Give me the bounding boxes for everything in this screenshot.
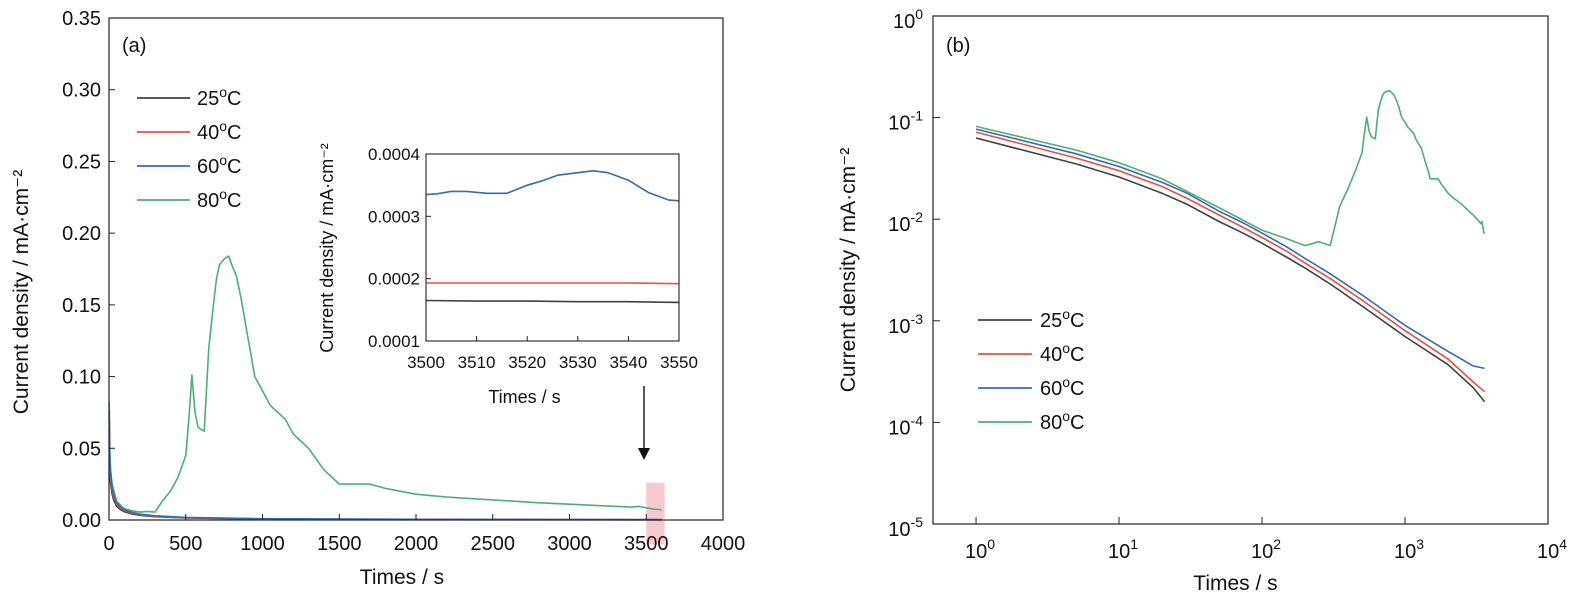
y-tick-label: 0.35 bbox=[62, 8, 101, 30]
x-axis-label: Times / s bbox=[360, 566, 444, 589]
y-tick-label: 10-5 bbox=[888, 514, 923, 541]
legend-label: 60oC bbox=[1040, 374, 1085, 400]
x-tick-label: 1000 bbox=[240, 533, 285, 555]
x-tick-label: 1500 bbox=[317, 533, 362, 555]
inset-y-tick-label: 0.0004 bbox=[368, 145, 420, 164]
log-series-line-0 bbox=[975, 137, 1486, 403]
x-tick-label: 104 bbox=[1537, 536, 1567, 563]
x-tick-label: 2000 bbox=[394, 533, 439, 555]
y-tick-label: 0.00 bbox=[62, 510, 101, 532]
x-tick-label: 0 bbox=[103, 533, 114, 555]
inset-x-tick-label: 3520 bbox=[508, 353, 546, 372]
inset-series-line-1 bbox=[426, 282, 680, 285]
inset-y-tick-label: 0.0003 bbox=[368, 207, 420, 226]
arrow-head bbox=[638, 448, 650, 460]
series-line-0 bbox=[108, 429, 662, 521]
legend-label: 80oC bbox=[197, 186, 242, 212]
y-tick-label: 0.15 bbox=[62, 295, 101, 317]
plot-frame-b bbox=[932, 15, 1549, 525]
x-tick-label: 100 bbox=[965, 536, 995, 563]
x-tick-label: 500 bbox=[169, 533, 202, 555]
legend-label: 40oC bbox=[197, 118, 242, 144]
legend-label: 25oC bbox=[1040, 306, 1085, 332]
inset-series-line-0 bbox=[425, 299, 680, 304]
legend-label: 80oC bbox=[1040, 408, 1085, 434]
inset-background bbox=[426, 154, 679, 341]
y-tick-label: 0.05 bbox=[62, 438, 101, 460]
inset-x-axis-label: Times / s bbox=[488, 387, 560, 407]
x-tick-label: 2500 bbox=[471, 533, 516, 555]
x-axis-label: Times / s bbox=[1193, 572, 1277, 595]
y-tick-label: 10-2 bbox=[888, 209, 923, 236]
y-tick-label: 0.25 bbox=[62, 151, 101, 173]
inset-x-tick-label: 3510 bbox=[458, 353, 496, 372]
panel-label-a: (a) bbox=[122, 35, 146, 57]
y-axis-label: Current density / mA·cm⁻² bbox=[837, 148, 860, 392]
y-axis-label: Current density / mA·cm⁻² bbox=[10, 170, 33, 414]
y-tick-label: 0.10 bbox=[62, 367, 101, 389]
log-series-line-2 bbox=[975, 128, 1485, 370]
x-tick-label: 3000 bbox=[547, 533, 592, 555]
y-tick-label: 0.30 bbox=[62, 80, 101, 102]
x-tick-label: 3500 bbox=[624, 533, 669, 555]
panel-b: 100 101 102 103 104 10-5 10-4 10-3 10-2 10-1 100 Ti… bbox=[837, 6, 1567, 595]
inset-x-tick-label: 3540 bbox=[609, 353, 647, 372]
log-series-line-1 bbox=[975, 131, 1486, 393]
y-tick-label: 10-4 bbox=[888, 412, 923, 439]
highlight-region bbox=[646, 482, 665, 545]
y-tick-label: 0.20 bbox=[62, 223, 101, 245]
inset-chart: 3500 3510 3520 3530 3540 3550 0.0001 0.0002 0.00… bbox=[317, 143, 698, 407]
legend-label: 60oC bbox=[197, 152, 242, 178]
inset-x-tick-label: 3550 bbox=[660, 353, 698, 372]
inset-y-tick-label: 0.0001 bbox=[368, 332, 420, 351]
x-tick-label: 102 bbox=[1251, 536, 1281, 563]
inset-x-tick-label: 3500 bbox=[407, 353, 445, 372]
inset-y-tick-label: 0.0002 bbox=[368, 270, 420, 289]
series-line-3 bbox=[108, 255, 662, 513]
panel-a: 0 500 1000 1500 2000 2500 3000 3500 4000 0.00 0.05… bbox=[10, 8, 745, 589]
series-line-2 bbox=[108, 409, 662, 521]
inset-series-line-2 bbox=[425, 170, 680, 202]
inset-x-tick-label: 3530 bbox=[559, 353, 597, 372]
x-tick-label: 101 bbox=[1108, 536, 1138, 563]
x-tick-label: 4000 bbox=[701, 533, 746, 555]
y-tick-label: 10-1 bbox=[888, 108, 923, 135]
y-tick-label: 100 bbox=[893, 6, 923, 33]
panel-label-b: (b) bbox=[946, 35, 970, 57]
legend-label: 40oC bbox=[1040, 340, 1085, 366]
y-tick-label: 10-3 bbox=[888, 311, 923, 338]
inset-frame bbox=[425, 153, 680, 342]
x-tick-label: 103 bbox=[1394, 536, 1424, 563]
inset-y-axis-label: Current density / mA·cm⁻² bbox=[317, 143, 337, 353]
legend-label: 25oC bbox=[197, 84, 242, 110]
log-series-line-3 bbox=[975, 89, 1486, 247]
